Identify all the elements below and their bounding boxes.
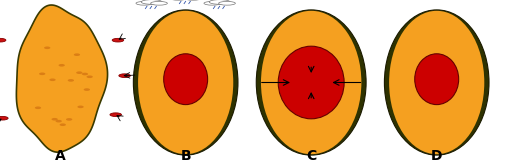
- Ellipse shape: [49, 79, 55, 81]
- Ellipse shape: [59, 64, 65, 67]
- Text: A: A: [55, 149, 65, 163]
- Ellipse shape: [82, 73, 88, 75]
- Ellipse shape: [110, 113, 121, 116]
- Ellipse shape: [389, 11, 484, 154]
- Ellipse shape: [415, 54, 459, 105]
- Ellipse shape: [136, 1, 153, 5]
- Ellipse shape: [0, 116, 8, 120]
- Ellipse shape: [44, 47, 50, 49]
- Ellipse shape: [35, 106, 41, 109]
- Ellipse shape: [66, 118, 72, 121]
- Polygon shape: [16, 5, 108, 152]
- Ellipse shape: [39, 72, 46, 75]
- Ellipse shape: [55, 120, 62, 122]
- Ellipse shape: [112, 38, 124, 42]
- Ellipse shape: [261, 11, 361, 154]
- Ellipse shape: [278, 46, 344, 119]
- Ellipse shape: [256, 10, 366, 155]
- Ellipse shape: [77, 106, 84, 108]
- Text: D: D: [431, 149, 442, 163]
- Ellipse shape: [384, 10, 489, 155]
- Ellipse shape: [151, 1, 167, 5]
- Ellipse shape: [86, 75, 93, 78]
- Ellipse shape: [219, 1, 235, 5]
- Ellipse shape: [68, 79, 74, 82]
- Ellipse shape: [138, 11, 233, 154]
- Ellipse shape: [119, 74, 130, 78]
- Ellipse shape: [133, 10, 238, 155]
- Ellipse shape: [51, 118, 58, 121]
- Ellipse shape: [84, 88, 90, 91]
- Text: C: C: [306, 149, 316, 163]
- Ellipse shape: [74, 53, 80, 56]
- Ellipse shape: [60, 123, 66, 126]
- Text: B: B: [180, 149, 191, 163]
- Ellipse shape: [0, 38, 6, 42]
- Ellipse shape: [76, 71, 83, 74]
- Ellipse shape: [141, 0, 162, 4]
- Ellipse shape: [209, 0, 230, 4]
- Ellipse shape: [164, 54, 208, 105]
- Ellipse shape: [204, 1, 221, 5]
